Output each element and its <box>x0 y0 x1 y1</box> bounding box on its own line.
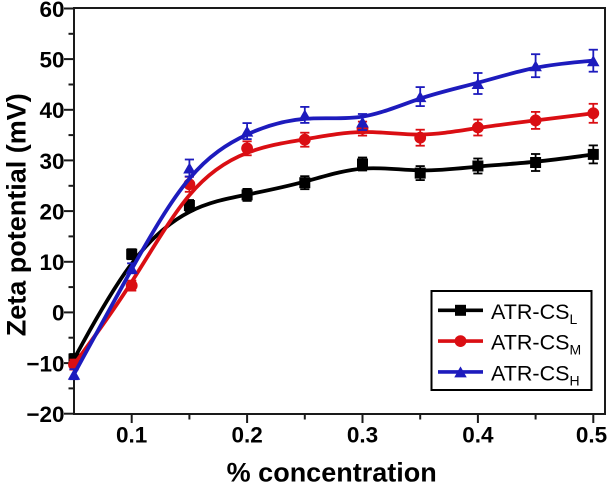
svg-text:0: 0 <box>52 301 65 326</box>
svg-text:0.2: 0.2 <box>231 423 262 448</box>
svg-text:ATR-CSH: ATR-CSH <box>491 362 580 389</box>
svg-text:−20: −20 <box>26 402 64 427</box>
svg-text:40: 40 <box>39 98 64 123</box>
svg-text:0.4: 0.4 <box>462 423 494 448</box>
svg-text:% concentration: % concentration <box>227 458 437 485</box>
svg-text:50: 50 <box>39 48 64 73</box>
svg-text:0.1: 0.1 <box>116 423 147 448</box>
svg-text:10: 10 <box>39 250 64 275</box>
svg-text:ATR-CSM: ATR-CSM <box>491 331 581 358</box>
svg-text:20: 20 <box>39 199 64 224</box>
svg-text:Zeta potential (mV): Zeta potential (mV) <box>2 93 32 336</box>
svg-text:30: 30 <box>39 149 64 174</box>
svg-text:−10: −10 <box>26 351 64 376</box>
svg-text:0.5: 0.5 <box>576 423 607 448</box>
svg-text:0.3: 0.3 <box>347 423 378 448</box>
svg-text:60: 60 <box>39 0 64 22</box>
svg-text:ATR-CSL: ATR-CSL <box>491 300 577 327</box>
